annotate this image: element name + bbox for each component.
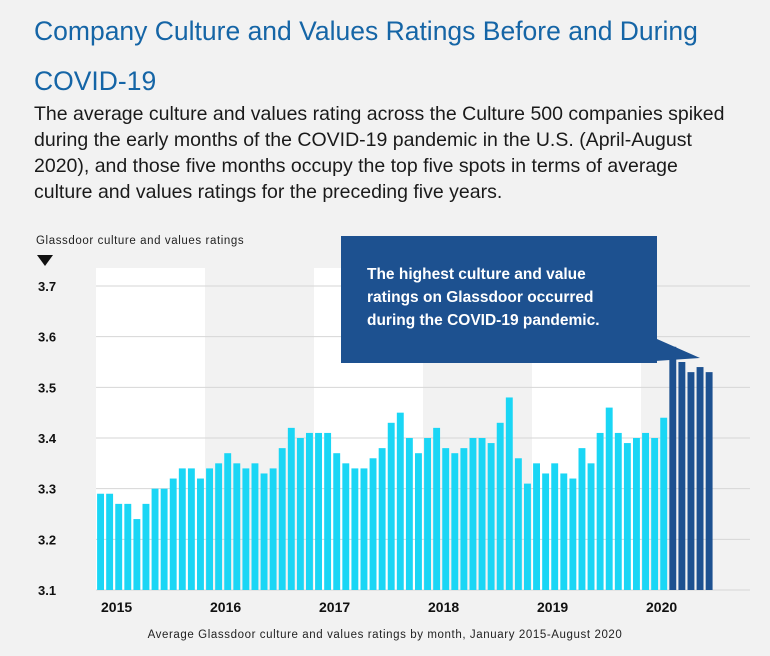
bar bbox=[460, 448, 468, 590]
bar bbox=[405, 438, 413, 590]
y-tick-label: 3.4 bbox=[38, 431, 57, 446]
bar bbox=[251, 463, 259, 590]
bar bbox=[387, 422, 395, 590]
bar bbox=[605, 407, 613, 590]
bar bbox=[469, 438, 477, 590]
bar bbox=[514, 458, 522, 590]
x-tick-label: 2016 bbox=[210, 599, 241, 615]
bar bbox=[524, 483, 531, 590]
bar bbox=[124, 503, 132, 590]
chart-title: Company Culture and Values Ratings Befor… bbox=[34, 16, 698, 96]
bar bbox=[633, 438, 640, 590]
bar bbox=[151, 488, 159, 590]
bar bbox=[587, 463, 595, 590]
chart-subtitle: The average culture and values rating ac… bbox=[34, 103, 725, 203]
bar bbox=[278, 448, 286, 590]
bar bbox=[451, 453, 459, 590]
bar bbox=[560, 473, 568, 590]
bar bbox=[342, 463, 350, 590]
bar bbox=[623, 443, 631, 590]
bar bbox=[533, 463, 540, 590]
bar bbox=[142, 503, 150, 590]
y-ticks: 3.1 3.2 3.3 3.4 3.5 3.6 3.7 bbox=[38, 279, 57, 598]
y-tick-label: 3.5 bbox=[38, 380, 56, 395]
y-tick-label: 3.3 bbox=[38, 482, 56, 497]
bar bbox=[415, 453, 422, 590]
bar bbox=[351, 468, 359, 590]
bar bbox=[614, 432, 622, 590]
bar bbox=[178, 468, 186, 590]
bar bbox=[433, 427, 441, 590]
bar bbox=[133, 519, 141, 590]
bar bbox=[651, 438, 659, 590]
bar bbox=[687, 372, 695, 590]
bar bbox=[696, 367, 704, 590]
bar bbox=[551, 463, 559, 590]
bar bbox=[269, 468, 277, 590]
bar bbox=[296, 438, 304, 590]
bar bbox=[496, 422, 504, 590]
bar bbox=[306, 432, 313, 590]
bar bbox=[287, 427, 295, 590]
bar bbox=[206, 468, 213, 590]
bar bbox=[678, 362, 686, 590]
bar bbox=[705, 372, 713, 590]
bar bbox=[360, 468, 368, 590]
y-tick-label: 3.7 bbox=[38, 279, 56, 294]
x-tick-label: 2018 bbox=[428, 599, 459, 615]
bar bbox=[542, 473, 550, 590]
bar bbox=[442, 448, 450, 590]
y-tick-label: 3.6 bbox=[38, 330, 56, 345]
bar bbox=[333, 453, 341, 590]
bar bbox=[187, 468, 195, 590]
x-tick-label: 2019 bbox=[537, 599, 568, 615]
bar bbox=[315, 432, 322, 590]
bar bbox=[478, 438, 486, 590]
bar bbox=[242, 468, 250, 590]
bar bbox=[233, 463, 241, 590]
x-tick-label: 2017 bbox=[319, 599, 350, 615]
bar bbox=[660, 417, 668, 590]
y-axis-label: Glassdoor culture and values ratings bbox=[36, 235, 245, 247]
bar bbox=[160, 488, 168, 590]
x-tick-label: 2020 bbox=[646, 599, 677, 615]
y-tick-label: 3.2 bbox=[38, 532, 56, 547]
bar bbox=[578, 448, 586, 590]
bar bbox=[115, 503, 123, 590]
bars bbox=[97, 346, 713, 590]
bar bbox=[324, 432, 332, 590]
bar bbox=[505, 397, 513, 590]
bar bbox=[569, 478, 577, 590]
bar bbox=[215, 463, 223, 590]
bar bbox=[169, 478, 177, 590]
year-band bbox=[96, 268, 205, 590]
bar bbox=[260, 473, 268, 590]
x-axis-caption: Average Glassdoor culture and values rat… bbox=[147, 629, 623, 641]
bar bbox=[106, 493, 114, 590]
bar bbox=[424, 438, 431, 590]
bar bbox=[669, 346, 677, 590]
bar bbox=[487, 443, 495, 590]
bar bbox=[642, 432, 649, 590]
x-ticks: 2015 2016 2017 2018 2019 2020 bbox=[101, 599, 677, 615]
bar bbox=[197, 478, 204, 590]
bar bbox=[97, 493, 104, 590]
bar bbox=[378, 448, 386, 590]
bar bbox=[596, 432, 604, 590]
bar bbox=[224, 453, 232, 590]
bar bbox=[369, 458, 377, 590]
x-tick-label: 2015 bbox=[101, 599, 132, 615]
y-tick-label: 3.1 bbox=[38, 583, 56, 598]
annotation-callout: The highest culture and value ratings on… bbox=[341, 236, 657, 363]
y-axis-arrow-icon bbox=[37, 255, 53, 266]
bar bbox=[396, 412, 404, 590]
